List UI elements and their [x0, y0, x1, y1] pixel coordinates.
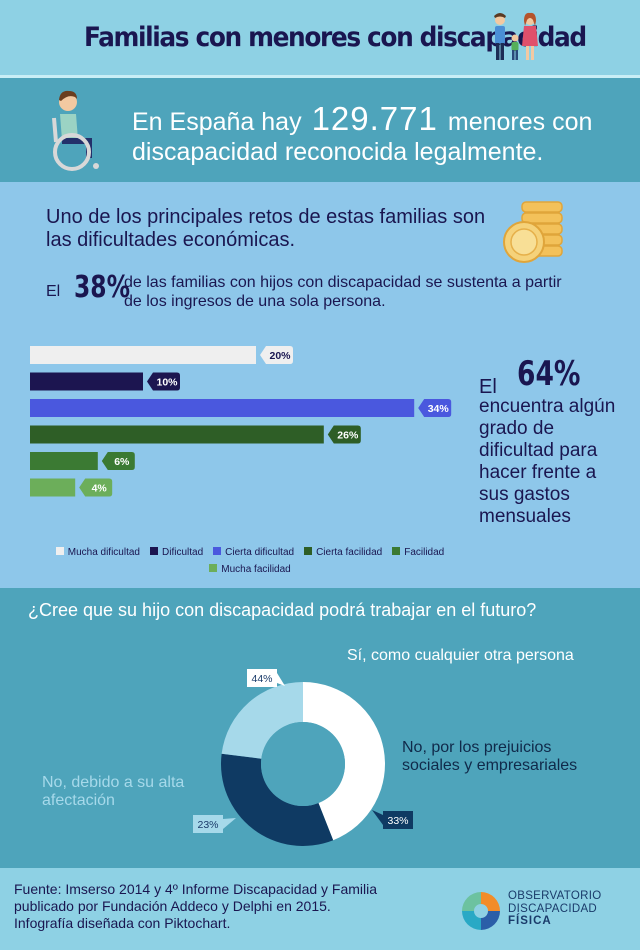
legend-item-2: Cierta dificultad: [213, 544, 294, 561]
pct64-el-label: El: [479, 376, 497, 398]
bar-tag-2: [418, 399, 452, 417]
legend-label-2: Cierta dificultad: [225, 547, 295, 558]
stat-section: En España hay 129.771 menores con discapac…: [0, 78, 640, 182]
legend-swatch-0: [55, 547, 64, 555]
legend-swatch-2: [213, 547, 222, 555]
donut-slice-2: [221, 682, 303, 759]
legend-swatch-3: [304, 547, 313, 555]
economy-intro: Uno de los principales retos de estas fa…: [46, 206, 486, 251]
stat-number: 129.771: [311, 100, 438, 137]
legend-label-1: Dificultad: [162, 547, 204, 558]
answer-yes-label: Sí, como cualquier otra persona: [347, 647, 574, 664]
bar-1: [30, 372, 143, 391]
bar-tag-4: [101, 452, 135, 470]
legend-label-5: Mucha facilidad: [221, 564, 291, 575]
bar-3: [30, 425, 324, 444]
bar-value-label-5: 4%: [92, 483, 108, 495]
stat-prefix: En España hay: [132, 108, 302, 136]
observatorio-logo-text: OBSERVATORIO DISCAPACIDAD FÍSICA: [508, 890, 602, 928]
legend-item-1: Dificultad: [150, 544, 203, 561]
bar-0: [30, 346, 256, 364]
legend-item-3: Cierta facilidad: [304, 544, 382, 561]
logo-line-2: DISCAPACIDAD: [508, 902, 598, 915]
donut-tag-pointer-0: [277, 673, 285, 686]
donut-tag-0: [247, 669, 277, 687]
footer-line-3: Infografía diseñada con Piktochart.: [14, 915, 231, 931]
work-question: ¿Cree que su hijo con discapacidad podrá…: [28, 600, 537, 620]
work-donut-chart: 44% 33% 23%: [193, 669, 413, 846]
bar-value-label-1: 10%: [156, 377, 178, 389]
legend-item-0: Mucha dificultad: [55, 544, 140, 561]
bar-tag-1: [147, 372, 180, 391]
economy-section: Uno de los principales retos de estas fa…: [0, 182, 640, 588]
answer-no-prejudice-label: No, por los prejuicios sociales y empres…: [402, 739, 578, 774]
work-section: ¿Cree que su hijo con discapacidad podrá…: [0, 588, 640, 868]
donut-value-label-0: 44%: [251, 673, 272, 685]
legend-swatch-4: [392, 547, 401, 555]
donut-slice-1: [221, 753, 334, 846]
legend-item-4: Facilidad: [392, 544, 444, 561]
bar-value-label-4: 6%: [114, 456, 130, 468]
answer-no-affectation-label: No, debido a su alta afectación: [42, 774, 185, 809]
donut-value-label-2: 23%: [197, 819, 218, 831]
wheelchair-icon: [52, 90, 99, 171]
bar-tag-0: [260, 346, 293, 364]
legend-label-4: Facilidad: [404, 547, 445, 558]
footer-source: Fuente: Imserso 2014 y 4º Informe Discap…: [14, 881, 454, 932]
legend-label-0: Mucha dificultad: [67, 547, 140, 558]
header: Familias con menores con discapacidad: [0, 0, 640, 78]
bar-4: [30, 452, 98, 470]
bar-value-label-0: 20%: [269, 350, 291, 362]
pct64-value: 64%: [517, 354, 581, 394]
pct64-text: encuentra algún grado de dificultad para…: [479, 396, 616, 527]
observatorio-logo-icon: [462, 892, 500, 930]
family-icon: [494, 12, 538, 60]
stat-suffix-1: menores con: [447, 108, 593, 136]
donut-tag-pointer-1: [372, 810, 383, 825]
pct38-el-label: El: [46, 283, 61, 300]
bar-chart-legend: Mucha dificultad Dificultad Cierta dificul…: [50, 544, 450, 578]
bar-tag-3: [327, 425, 361, 444]
bar-value-label-3: 26%: [337, 430, 359, 442]
coins-icon: [503, 201, 563, 263]
legend-label-3: Cierta facilidad: [316, 547, 383, 558]
pct38-text: de las familias con hijos con discapacid…: [124, 274, 562, 310]
legend-swatch-1: [150, 547, 158, 555]
logo-line-1: OBSERVATORIO: [508, 890, 602, 902]
bar-tag-5: [79, 478, 113, 497]
footer-line-2: publicado por Fundación Addeco y Delphi …: [14, 898, 331, 914]
bar-2: [30, 399, 415, 417]
legend-item-5: Mucha facilidad: [209, 561, 291, 578]
logo-line-3: FÍSICA: [508, 915, 552, 927]
footer-line-1: Fuente: Imserso 2014 y 4º Informe Discap…: [14, 881, 378, 897]
donut-tag-2: [193, 815, 223, 833]
donut-value-label-1: 33%: [387, 815, 408, 827]
donut-tag-1: [383, 811, 413, 829]
stat-text: En España hay 129.771 menores con discapac…: [132, 102, 593, 167]
footer: Fuente: Imserso 2014 y 4º Informe Discap…: [0, 868, 640, 950]
donut-tag-pointer-2: [223, 818, 236, 829]
pct38-value: 38%: [74, 270, 131, 305]
difficulty-bar-chart: 20% 10% 34% 26% 6% 4%: [30, 346, 452, 497]
bar-value-label-2: 34%: [428, 403, 450, 415]
legend-swatch-5: [209, 564, 218, 572]
donut-hole: [261, 722, 345, 806]
stat-suffix-2: discapacidad reconocida legalmente.: [132, 138, 544, 166]
donut-slice-0: [303, 682, 385, 841]
bar-5: [30, 478, 76, 497]
